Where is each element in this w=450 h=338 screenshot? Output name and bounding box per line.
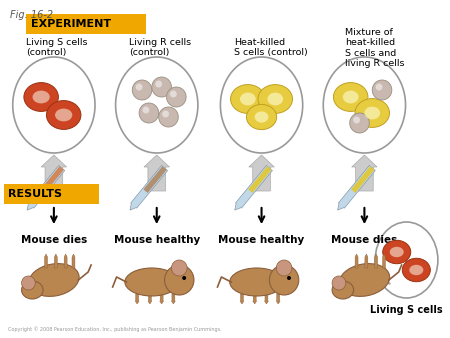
Text: Mouse dies: Mouse dies [331, 235, 397, 245]
Text: RESULTS: RESULTS [8, 189, 62, 199]
Ellipse shape [240, 93, 256, 105]
Circle shape [143, 106, 149, 114]
Circle shape [353, 117, 360, 123]
Circle shape [350, 113, 369, 133]
Text: Living R cells
(control): Living R cells (control) [129, 38, 191, 57]
Circle shape [22, 276, 35, 290]
Ellipse shape [220, 57, 303, 153]
Ellipse shape [247, 104, 277, 129]
Text: Living S cells
(control): Living S cells (control) [27, 38, 88, 57]
FancyBboxPatch shape [27, 14, 146, 34]
Ellipse shape [333, 82, 368, 112]
Ellipse shape [125, 268, 179, 296]
Circle shape [159, 107, 178, 127]
Ellipse shape [230, 268, 284, 296]
Ellipse shape [355, 99, 390, 127]
Ellipse shape [390, 247, 404, 257]
Circle shape [166, 87, 186, 107]
Ellipse shape [29, 264, 79, 296]
FancyArrow shape [135, 294, 139, 304]
FancyArrow shape [235, 165, 272, 210]
Text: Mouse dies: Mouse dies [21, 235, 87, 245]
FancyArrow shape [72, 254, 75, 268]
Text: Mouse healthy: Mouse healthy [218, 235, 305, 245]
Ellipse shape [116, 57, 198, 153]
FancyArrow shape [144, 166, 166, 193]
FancyArrow shape [144, 155, 170, 191]
FancyArrow shape [338, 165, 375, 210]
Ellipse shape [230, 84, 265, 114]
Ellipse shape [364, 106, 380, 119]
Ellipse shape [332, 281, 354, 299]
FancyArrow shape [54, 254, 57, 268]
Ellipse shape [339, 264, 390, 296]
Ellipse shape [410, 265, 423, 275]
Circle shape [162, 111, 169, 118]
FancyArrow shape [351, 166, 374, 193]
Circle shape [182, 276, 186, 280]
FancyArrow shape [148, 294, 152, 304]
FancyArrow shape [40, 166, 64, 193]
FancyArrow shape [27, 165, 65, 210]
Text: Living S cells: Living S cells [370, 305, 443, 315]
FancyArrow shape [265, 294, 268, 304]
Ellipse shape [258, 84, 292, 114]
Ellipse shape [343, 91, 359, 103]
FancyArrow shape [382, 254, 386, 268]
Ellipse shape [32, 91, 50, 103]
Circle shape [372, 80, 392, 100]
Circle shape [165, 265, 194, 295]
Text: EXPERIMENT: EXPERIMENT [32, 19, 112, 29]
Ellipse shape [46, 101, 81, 129]
Ellipse shape [55, 108, 72, 121]
Text: Heat-killed
S cells (control): Heat-killed S cells (control) [234, 38, 308, 57]
Ellipse shape [382, 240, 411, 264]
Ellipse shape [402, 258, 430, 282]
FancyArrow shape [276, 294, 280, 304]
FancyArrow shape [375, 254, 378, 268]
Circle shape [270, 265, 299, 295]
Ellipse shape [22, 281, 43, 299]
FancyArrow shape [355, 254, 358, 268]
Circle shape [132, 80, 152, 100]
FancyBboxPatch shape [4, 184, 99, 204]
Circle shape [332, 276, 346, 290]
Circle shape [376, 83, 382, 91]
Ellipse shape [323, 57, 405, 153]
FancyArrow shape [240, 294, 244, 304]
Circle shape [139, 103, 159, 123]
FancyArrow shape [248, 166, 271, 193]
Ellipse shape [13, 57, 95, 153]
Ellipse shape [375, 222, 438, 298]
Text: Fig. 16-2: Fig. 16-2 [10, 10, 53, 20]
FancyArrow shape [171, 294, 176, 304]
FancyArrow shape [41, 155, 67, 191]
Circle shape [152, 77, 171, 97]
FancyArrow shape [253, 294, 256, 304]
Ellipse shape [267, 93, 283, 105]
Text: Copyright © 2008 Pearson Education, Inc., publishing as Pearson Benjamin Cumming: Copyright © 2008 Pearson Education, Inc.… [8, 327, 221, 332]
FancyArrow shape [351, 155, 377, 191]
Ellipse shape [255, 112, 268, 123]
FancyArrow shape [64, 254, 67, 268]
Text: Mixture of
heat-killed
S cells and
living R cells: Mixture of heat-killed S cells and livin… [345, 28, 404, 68]
Circle shape [155, 80, 162, 88]
FancyArrow shape [160, 294, 164, 304]
Circle shape [135, 83, 143, 91]
FancyArrow shape [365, 254, 368, 268]
Text: Mouse healthy: Mouse healthy [113, 235, 200, 245]
Circle shape [171, 260, 187, 276]
Ellipse shape [24, 82, 58, 112]
FancyArrow shape [45, 254, 48, 268]
FancyArrow shape [130, 165, 167, 210]
Circle shape [170, 91, 177, 97]
Circle shape [276, 260, 292, 276]
FancyArrow shape [249, 155, 274, 191]
Circle shape [287, 276, 291, 280]
